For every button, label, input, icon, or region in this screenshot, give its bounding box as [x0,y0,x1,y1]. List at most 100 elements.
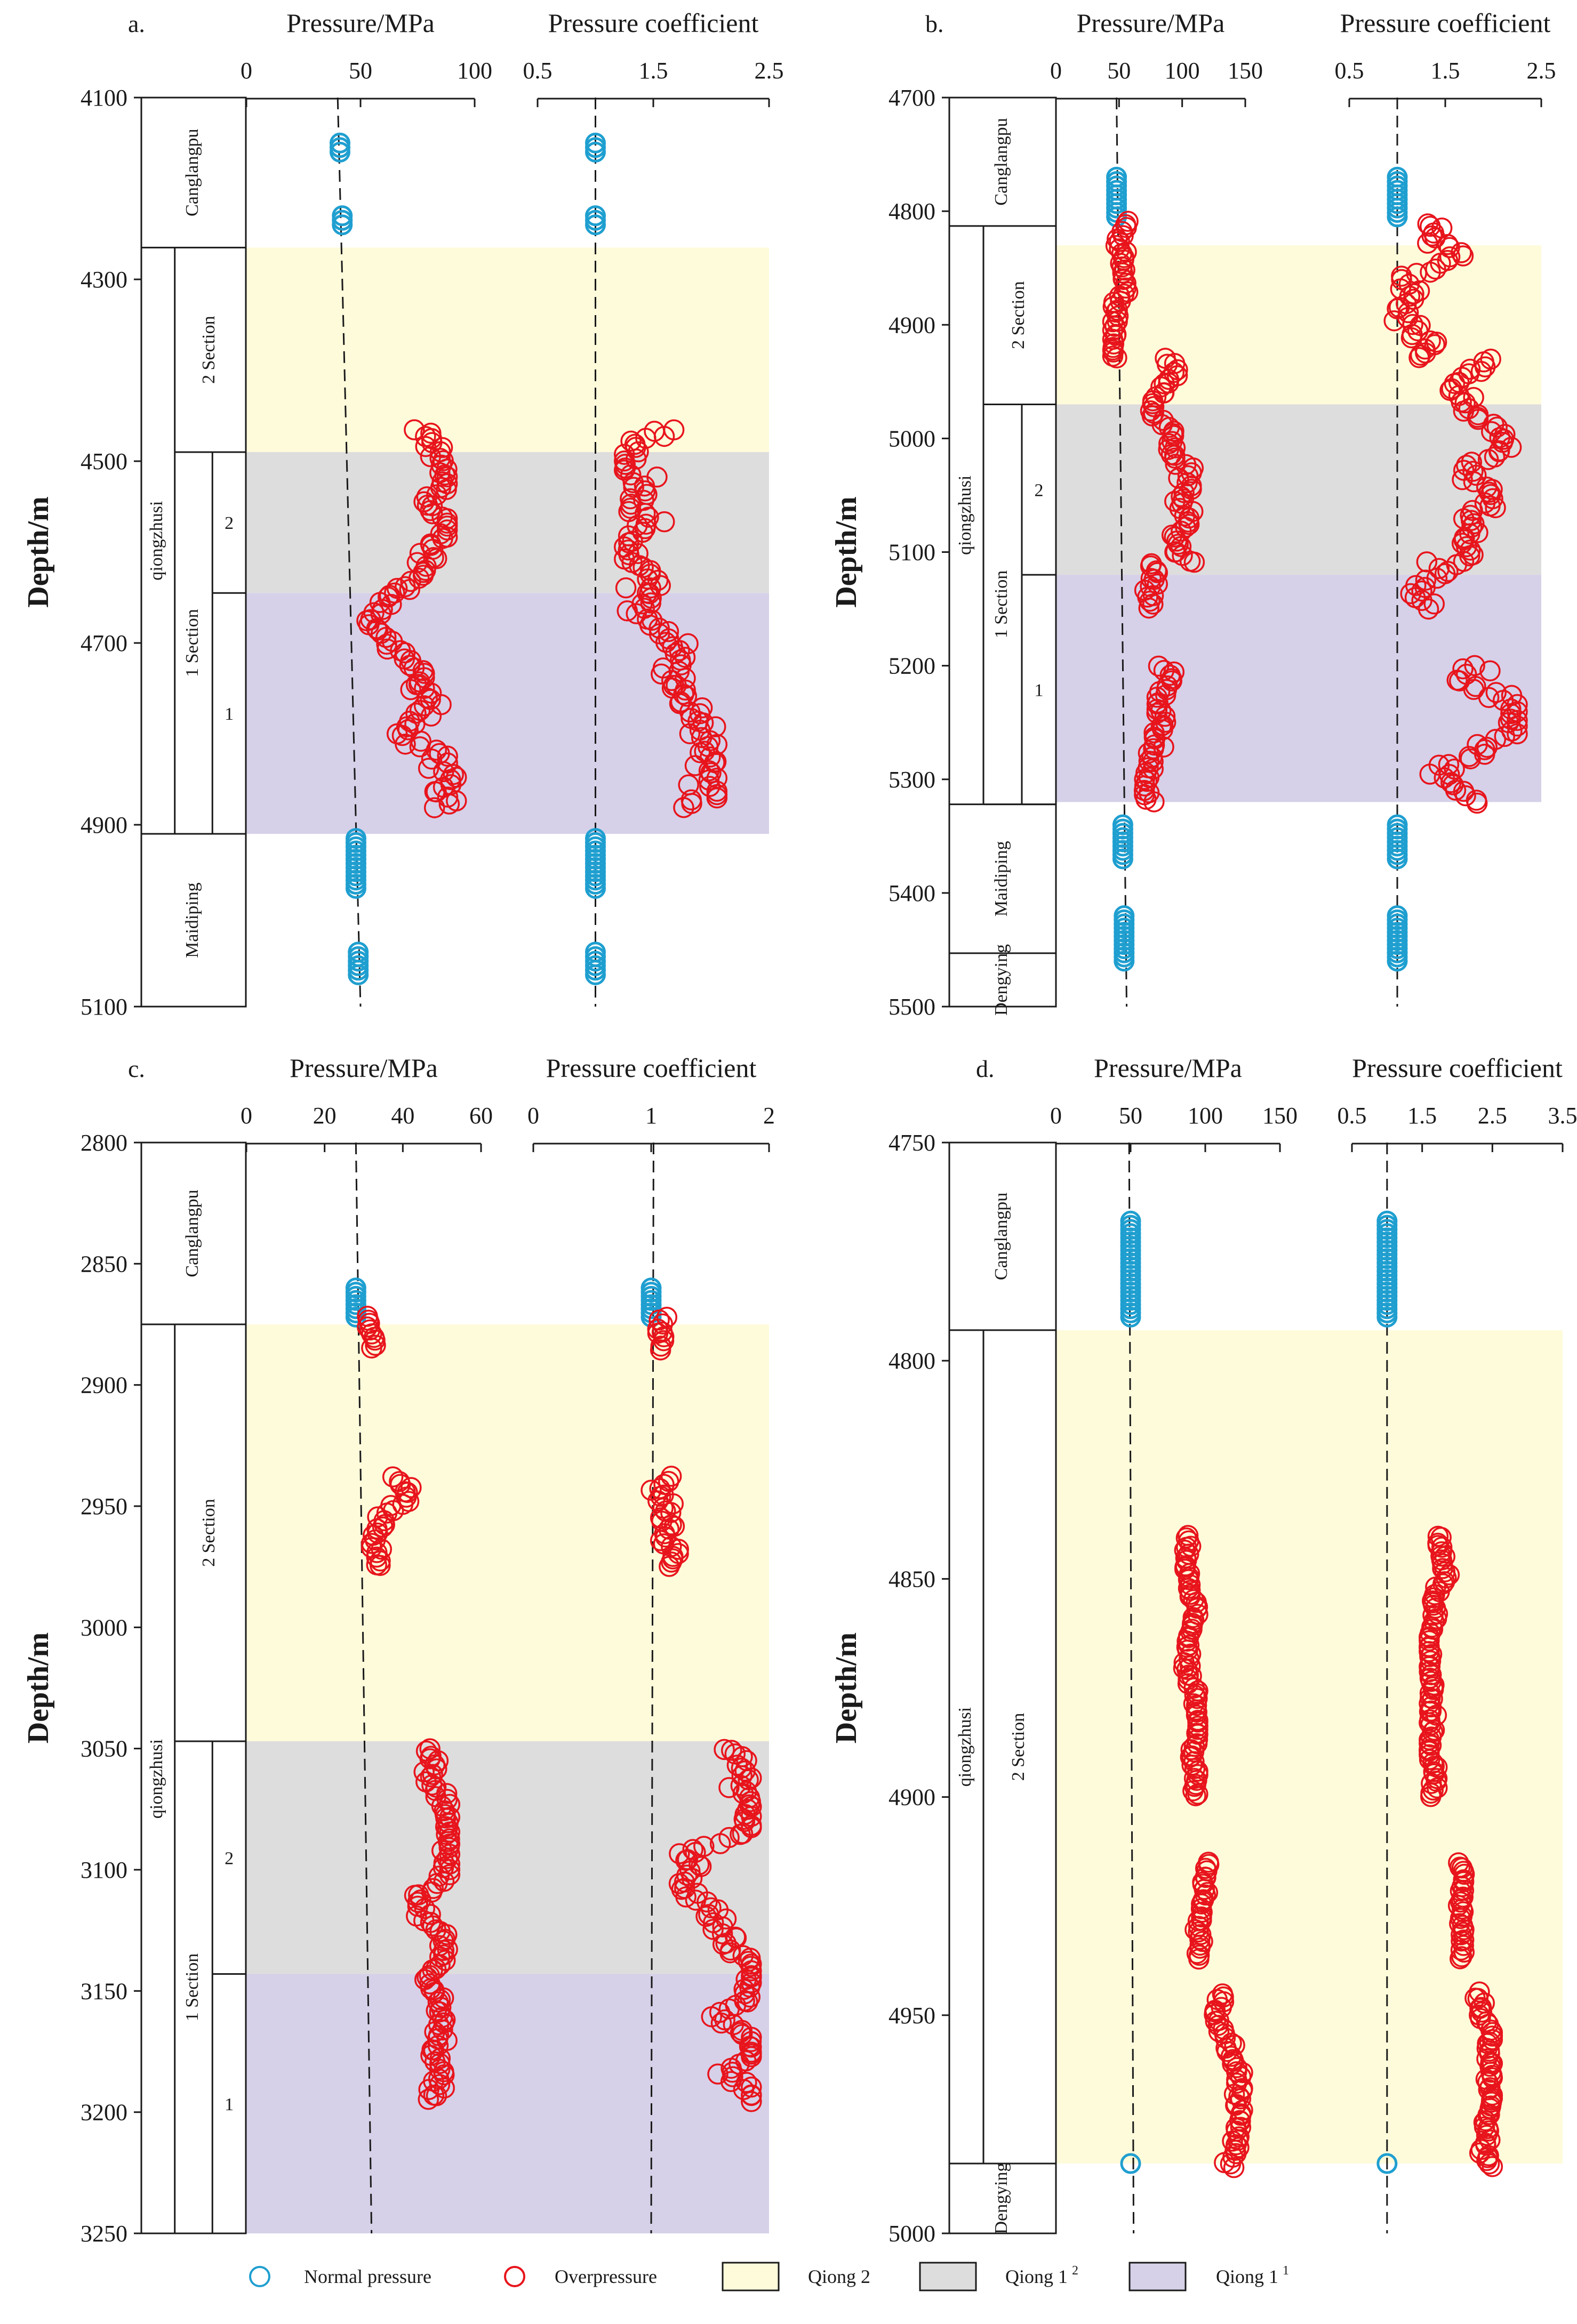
pressure-trend-line [337,97,362,1007]
overpressure-point [394,642,416,664]
overpressure-point [413,695,435,717]
sub-label: 2 [225,513,234,533]
overpressure-point [1158,433,1180,454]
overpressure-point [675,1886,697,1908]
pressure-track: Pressure/MPa 0 20 40 60 [241,1053,493,2234]
panel-a: Canglangpu qiongzhusi Maidiping 2 Section 1 … [22,8,784,1020]
overpressure-point [1402,313,1423,335]
qiong12-legend-swatch [919,2262,977,2291]
strat-column [948,1141,1057,2234]
overpressure-point [426,1758,447,1780]
depth-tick-label: 2950 [81,1493,127,1519]
pressure-tick-label: 150 [1262,1103,1298,1129]
depth-tick-label: 2900 [81,1372,127,1398]
coefficient-tick-label: 1 [645,1103,657,1129]
overpressure-point [1220,2153,1242,2175]
overpressure-point [365,1334,386,1356]
coefficient-track: Pressure coefficient 0 1 2 [527,1053,775,2234]
overpressure-point [418,2079,439,2100]
overpressure-point [1477,449,1499,470]
overpressure-point [1183,551,1205,573]
overpressure-point [1106,347,1127,368]
depth-tick-label: 4800 [888,198,935,224]
overpressure-point [375,626,397,648]
overpressure-point [1474,744,1495,765]
overpressure-point [1476,2125,1498,2146]
overpressure-point [1410,344,1431,366]
depth-tick-label: 4800 [888,1348,935,1374]
overpressure-point [698,760,720,782]
formation-label: Canglangpu [182,129,202,216]
coefficient-axis-title: Pressure coefficient [548,8,759,38]
legend-overpressure: Overpressure [504,2266,657,2287]
panel-label: a. [128,10,145,37]
overpressure-point [395,733,416,755]
overpressure-point [1180,1746,1202,1768]
overpressure-point [707,2063,729,2085]
pressure-track: Pressure/MPa 0 50 100 150 [1050,8,1263,1007]
depth-tick-label: 4900 [81,812,127,838]
overpressure-point [1450,1948,1471,1969]
overpressure-point [1181,462,1202,484]
overpressure-point [430,454,452,476]
overpressure-point [434,2077,455,2099]
overpressure-point [420,500,441,521]
overpressure-point [690,742,711,763]
overpressure-point [1172,545,1193,566]
sub-label: 1 [225,2095,234,2114]
overpressure-point [436,466,458,488]
overpressure-point [1139,590,1160,612]
overpressure-point [1420,261,1441,283]
pressure-tick-label: 50 [1119,1103,1142,1129]
overpressure-point [1411,580,1432,602]
overpressure-point [1143,738,1164,760]
overpressure-point [414,678,435,699]
overpressure-point [720,2071,742,2093]
overpressure-point [1465,676,1486,697]
depth-axis-title: Depth/m [830,496,863,607]
formation-label: qiongzhusi [147,501,166,581]
overpressure-point [404,419,425,440]
coefficient-tick-label: 2.5 [1527,58,1556,84]
coefficient-track: Pressure coefficient 0.5 1.5 2.5 [1335,8,1556,1007]
overpressure-point [1478,687,1500,708]
pressure-track: Pressure/MPa 0 50 100 [241,8,492,1007]
overpressure-point [1408,347,1430,368]
overpressure-point [395,576,416,598]
overpressure-point [620,464,642,486]
coefficient-tick-label: 0.5 [523,58,553,84]
overpressure-point [1478,2153,1500,2175]
overpressure-point [650,1339,671,1361]
overpressure-point [1105,325,1126,346]
overpressure-point [1426,1704,1447,1726]
pressure-axis-title: Pressure/MPa [290,1053,438,1083]
pressure-tick-label: 50 [1107,58,1131,84]
depth-tick-label: 5000 [888,425,935,452]
overpressure-point [1226,2072,1247,2094]
depth-tick-label: 4700 [888,85,935,111]
overpressure-point [1432,1558,1453,1579]
overpressure-point [1400,583,1421,605]
overpressure-point [433,761,454,783]
overpressure-point [420,1904,441,1925]
coefficient-tick-label: 2 [763,1103,775,1129]
formation-label: qiongzhusi [147,1739,166,1819]
overpressure-point [1460,748,1481,770]
overpressure-point [1485,497,1506,519]
pressure-axis-title: Pressure/MPa [1077,8,1225,38]
overpressure-point [1114,259,1135,281]
coefficient-axis-title: Pressure coefficient [1340,8,1551,38]
section-label: 2 Section [199,316,219,383]
depth-tick-label: 5000 [888,2221,935,2247]
overpressure-point [651,663,672,685]
overpressure-point [419,1738,441,1759]
overpressure-point [1422,1679,1444,1700]
normal-pressure-point [585,878,606,899]
overpressure-point [1451,1946,1472,1967]
overpressure-point [1450,1939,1472,1961]
overpressure-point [1164,447,1186,469]
strat-column [140,1141,247,2234]
overpressure-point [730,1824,751,1845]
coefficient-track: Pressure coefficient 0.5 1.5 2.5 [523,8,784,1007]
